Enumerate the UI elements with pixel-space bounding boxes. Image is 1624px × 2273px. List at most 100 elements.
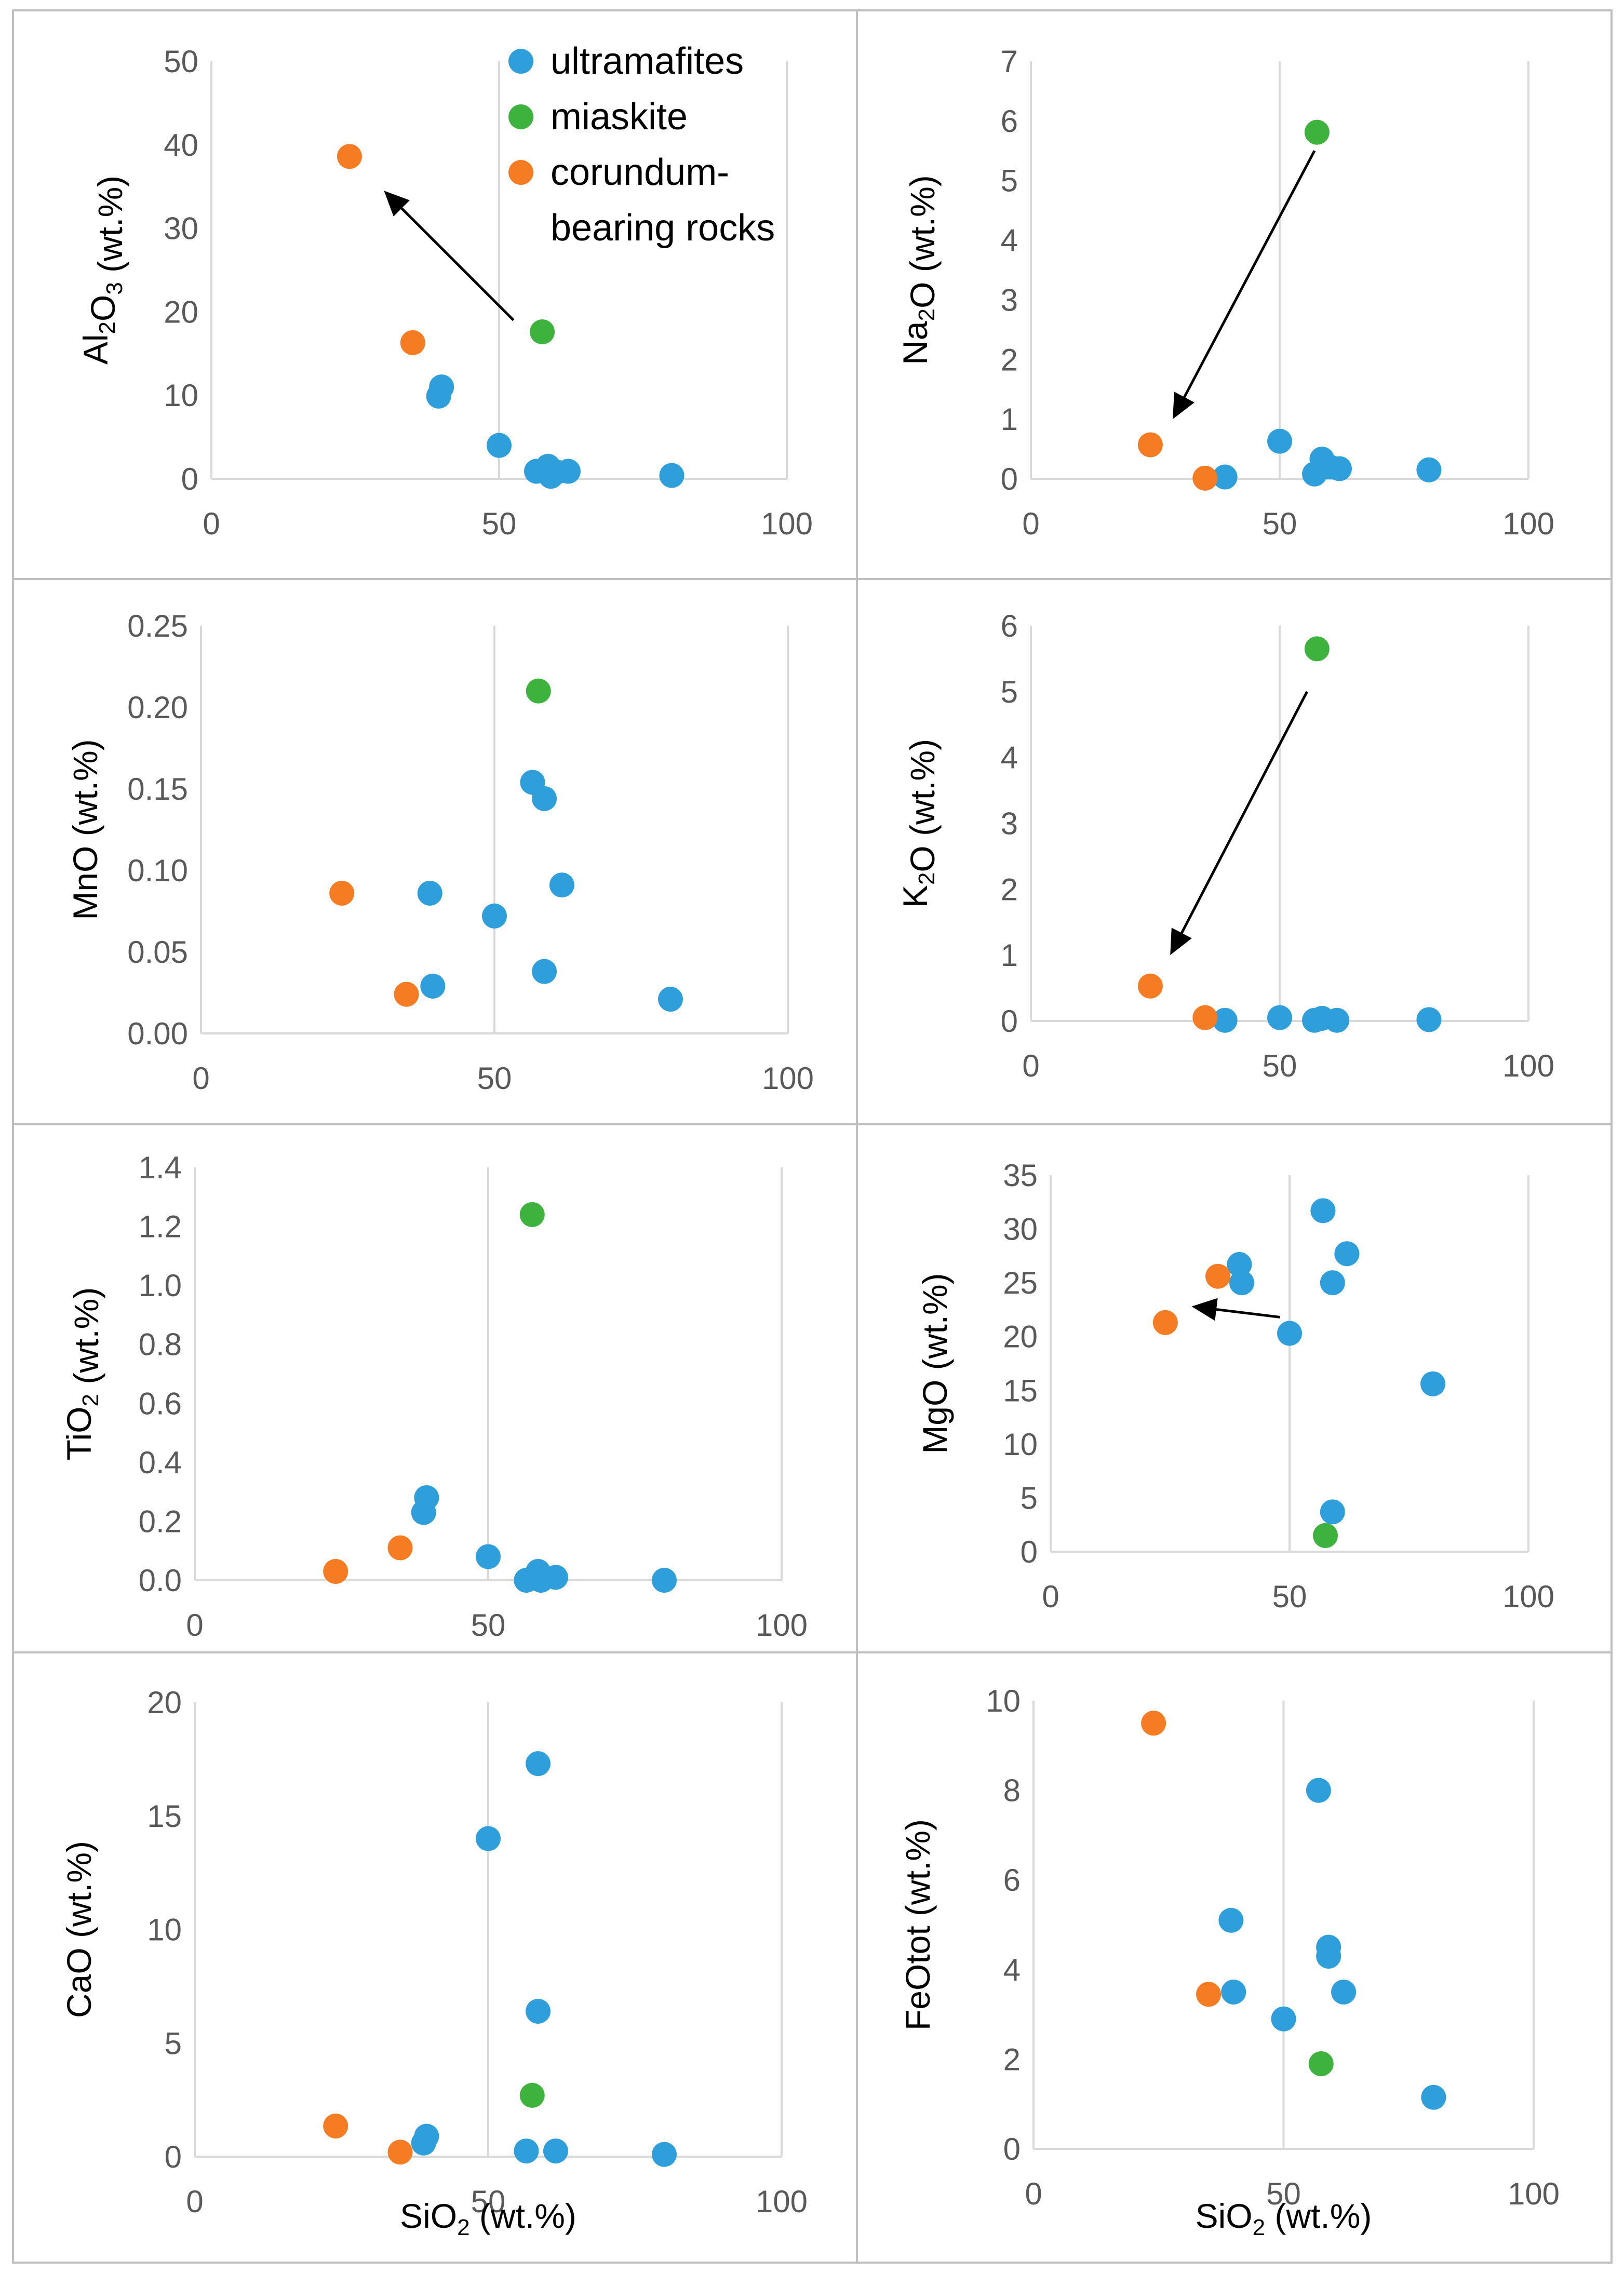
x-tick-label: 100 — [762, 1061, 814, 1096]
y-tick-label: 0.6 — [139, 1386, 182, 1421]
y-tick-label: 4 — [1001, 741, 1018, 775]
data-point — [1229, 1270, 1254, 1296]
y-tick-label: 2 — [1003, 2042, 1021, 2077]
y-tick-label: 0 — [1021, 1535, 1038, 1569]
y-tick-label: 1 — [1001, 938, 1018, 973]
data-point — [1304, 119, 1330, 145]
x-tick-label: 0 — [186, 2184, 203, 2219]
x-axis-title-part: SiO — [400, 2197, 457, 2235]
y-tick-label: 1.2 — [139, 1209, 182, 1244]
trend-arrow-shaft — [400, 207, 515, 321]
y-axis-title: Al2O3 (wt.%) — [76, 176, 129, 365]
x-tick-label: 100 — [761, 506, 813, 541]
data-point — [1277, 1321, 1302, 1346]
data-point — [429, 374, 454, 400]
y-tick-label: 35 — [1003, 1158, 1038, 1193]
data-point — [1326, 456, 1352, 481]
y-tick-label: 7 — [1001, 44, 1018, 79]
x-tick-label: 0 — [192, 1061, 209, 1096]
y-axis-title-part: K — [896, 885, 934, 908]
series-ultramafites — [426, 374, 685, 489]
data-point — [652, 1568, 677, 1593]
data-point — [1152, 1310, 1178, 1335]
series-corundum-bearing-rocks — [337, 144, 425, 355]
data-point — [1212, 1007, 1238, 1033]
y-tick-label: 5 — [165, 2026, 182, 2061]
x-axis-title-part: 2 — [457, 2215, 469, 2240]
x-tick-label: 100 — [1502, 1048, 1554, 1083]
y-axis-title-part: (wt.%) — [903, 739, 942, 845]
x-tick-label: 50 — [1263, 506, 1297, 541]
panel-border-mgo — [856, 1123, 1613, 1653]
y-axis-title-part: (wt.%) — [91, 176, 129, 282]
y-tick-label: 20 — [164, 294, 198, 329]
data-point — [1192, 1005, 1218, 1030]
y-axis-title-part: TiO — [60, 1406, 98, 1460]
data-point — [1331, 1979, 1357, 2005]
y-axis-title-part: Na — [896, 321, 934, 365]
y-axis-title: MgO (wt.%) — [916, 1273, 954, 1454]
data-point — [543, 1565, 568, 1590]
chart-mno: 0.00 0.05 0.10 0.15 0.20 0.25 0 50 100 MnO (wt.%) — [66, 609, 814, 1096]
y-axis-title-part: MnO (wt.%) — [66, 739, 104, 920]
y-tick-label: 10 — [1003, 1427, 1038, 1462]
trend-arrow-shaft — [1216, 1308, 1280, 1319]
x-tick-label: 100 — [1502, 506, 1554, 541]
y-tick-label: 0.15 — [127, 772, 188, 806]
series-ultramafites — [1212, 428, 1442, 490]
series-corundum-bearing-rocks — [323, 1535, 413, 1584]
y-axis-title: FeOtot (wt.%) — [898, 1819, 937, 2030]
y-axis-title-part: MgO (wt.%) — [916, 1273, 954, 1454]
data-point — [530, 319, 555, 344]
data-point — [420, 973, 446, 999]
legend-label: miaskite — [551, 96, 688, 138]
data-point — [652, 2142, 677, 2167]
y-tick-label: 4 — [1003, 1953, 1021, 1987]
series-miaskite — [526, 678, 551, 704]
legend: ultramafites miaskite corundum-bearing roc… — [508, 41, 775, 249]
chart-mgo: 0 5 10 15 20 25 30 35 0 50 100 MgO (wt.%) — [916, 1158, 1554, 1614]
y-axis-title-part: O — [903, 845, 942, 872]
data-point — [387, 1535, 413, 1561]
data-point — [658, 987, 683, 1012]
x-axis-title-part: 2 — [1253, 2215, 1265, 2240]
data-point — [1267, 1005, 1292, 1030]
data-point — [476, 1826, 501, 1851]
data-point — [1420, 1371, 1445, 1396]
data-point — [1306, 1778, 1331, 1803]
y-axis-title: TiO2 (wt.%) — [60, 1287, 105, 1461]
series-corundum-bearing-rocks — [1141, 1711, 1222, 2007]
chart-cao: 0 5 10 15 20 0 50 100 CaO (wt.%) SiO2 (wt.%) — [60, 1685, 808, 2240]
y-tick-label: 0.05 — [127, 935, 188, 970]
y-tick-label: 5 — [1021, 1481, 1038, 1515]
data-point — [555, 459, 581, 484]
chart-al2o3: 0 10 20 30 40 50 0 50 100 Al2O3 (wt.%) — [76, 44, 813, 541]
data-point — [1137, 973, 1163, 999]
panel-border-cao — [12, 1651, 858, 2264]
data-point — [1416, 1007, 1442, 1032]
y-tick-label: 0.25 — [127, 609, 188, 643]
series-corundum-bearing-rocks — [1152, 1263, 1230, 1335]
data-point — [519, 1202, 545, 1227]
y-axis-title-part: 2 — [95, 321, 120, 334]
data-point — [1196, 1982, 1222, 2007]
y-tick-label: 15 — [1003, 1373, 1038, 1408]
data-point — [1137, 432, 1163, 458]
legend-label: ultramafites — [551, 41, 744, 82]
data-point — [1227, 1252, 1252, 1277]
y-tick-label: 0 — [1001, 462, 1018, 496]
x-tick-label: 100 — [1508, 2176, 1560, 2211]
panel-border-al2o3 — [12, 9, 858, 580]
y-axis-title-part: O — [903, 282, 942, 308]
series-miaskite — [1304, 119, 1330, 145]
y-tick-label: 0.20 — [127, 690, 188, 725]
panel-borders — [12, 9, 1613, 2264]
series-miaskite — [519, 2082, 545, 2108]
y-axis-title-part: FeOtot (wt.%) — [898, 1819, 937, 2030]
x-tick-label: 0 — [1025, 2176, 1042, 2211]
y-tick-label: 0 — [181, 462, 198, 496]
